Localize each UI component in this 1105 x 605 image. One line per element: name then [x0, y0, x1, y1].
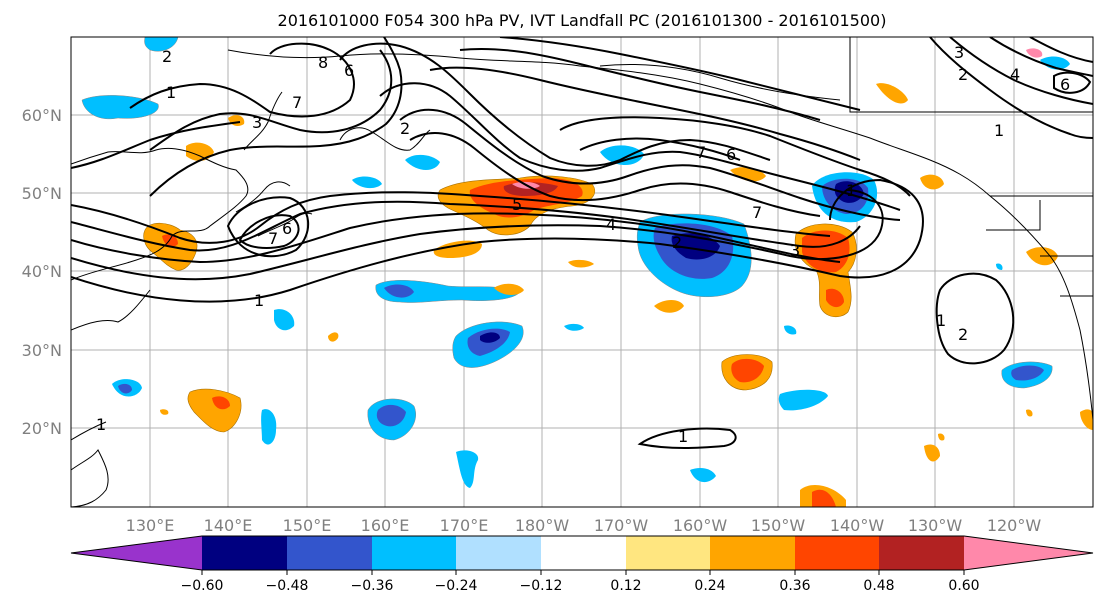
contour-label: 1 — [846, 181, 856, 200]
map-frame — [70, 36, 1094, 508]
lat-label: 60°N — [22, 106, 62, 125]
colorbar-tick-label: 0.60 — [948, 578, 979, 594]
lon-label: 120°W — [987, 516, 1042, 535]
lon-label: 160°E — [361, 516, 410, 535]
lat-label: 30°N — [22, 341, 62, 360]
map-title: 2016101000 F054 300 hPa PV, IVT Landfall… — [278, 11, 887, 30]
contour-label: 6 — [1060, 75, 1070, 94]
colorbar-tick-label: 0.36 — [779, 578, 810, 594]
contour-label: 8 — [318, 53, 328, 72]
colorbar-segment — [626, 536, 710, 570]
colorbar-segment — [541, 536, 626, 570]
contour-label: 1 — [96, 415, 106, 434]
colorbar-segment — [456, 536, 541, 570]
contour-label: 6 — [344, 61, 354, 80]
contour-label: 5 — [512, 195, 522, 214]
contour-label: 1 — [678, 427, 688, 446]
map-panel: 2 8 6 7 1 3 2 1 5 6 7 4 2 7 3 1 1 2 1 7 … — [71, 37, 1093, 507]
lon-label: 130°W — [908, 516, 963, 535]
lat-label: 50°N — [22, 184, 62, 203]
colorbar-tick-label: −0.36 — [351, 578, 394, 594]
colorbar-segment — [372, 536, 456, 570]
pv-contours — [71, 37, 1093, 449]
colorbar-tick-label: 0.12 — [610, 578, 641, 594]
colorbar-segment — [795, 536, 879, 570]
colorbar-tick-label: −0.24 — [435, 578, 478, 594]
colorbar-tick-labels: −0.60 −0.48 −0.36 −0.24 −0.12 0.12 0.24 … — [181, 578, 980, 594]
contour-label: 7 — [752, 203, 762, 222]
colorbar-tick-label: −0.48 — [266, 578, 309, 594]
ivt-anomaly-shading — [81, 37, 1093, 507]
lon-label: 160°W — [673, 516, 728, 535]
contour-label: 3 — [790, 241, 800, 260]
lon-label: 170°W — [594, 516, 649, 535]
lon-label: 140°E — [204, 516, 253, 535]
colorbar-extend-right — [964, 536, 1093, 570]
lon-label: 150°E — [283, 516, 332, 535]
colorbar-segment — [202, 536, 287, 570]
contour-label: 2 — [958, 65, 968, 84]
contour-label: 1 — [254, 291, 264, 310]
contour-label: 2 — [672, 233, 682, 252]
contour-labels: 2 8 6 7 1 3 2 1 5 6 7 4 2 7 3 1 1 2 1 7 … — [96, 43, 1070, 446]
colorbar-tick-label: 0.48 — [863, 578, 894, 594]
contour-label: 7 — [268, 229, 278, 248]
colorbar-extend-left — [71, 536, 202, 570]
contour-label: 1 — [994, 121, 1004, 140]
lon-label: 170°E — [440, 516, 489, 535]
contour-label: 4 — [1010, 65, 1020, 84]
contour-label: 1 — [936, 311, 946, 330]
contour-label: 7 — [292, 93, 302, 112]
longitude-labels: 130°E 140°E 150°E 160°E 170°E 180°W 170°… — [126, 516, 1042, 535]
colorbar: −0.60 −0.48 −0.36 −0.24 −0.12 0.12 0.24 … — [70, 535, 1094, 594]
contour-label: 2 — [400, 119, 410, 138]
contour-label: 4 — [606, 215, 616, 234]
colorbar-segment — [287, 536, 372, 570]
colorbar-tick-label: −0.60 — [181, 578, 224, 594]
contour-label: 7 — [696, 143, 706, 162]
lat-label: 40°N — [22, 262, 62, 281]
lon-label: 140°W — [830, 516, 885, 535]
contour-label: 3 — [252, 113, 262, 132]
lat-label: 20°N — [22, 419, 62, 438]
contour-label: 6 — [282, 219, 292, 238]
contour-label: 2 — [162, 47, 172, 66]
lon-label: 150°W — [751, 516, 806, 535]
latitude-labels: 60°N 50°N 40°N 30°N 20°N — [22, 106, 62, 438]
colorbar-segment — [710, 536, 795, 570]
contour-label: 1 — [166, 83, 176, 102]
colorbar-segment — [879, 536, 964, 570]
contour-label: 3 — [954, 43, 964, 62]
colorbar-tick-label: 0.24 — [694, 578, 725, 594]
lon-label: 130°E — [126, 516, 175, 535]
contour-label: 2 — [958, 325, 968, 344]
contour-label: 6 — [726, 145, 736, 164]
lon-label: 180°W — [515, 516, 570, 535]
colorbar-tick-label: −0.12 — [520, 578, 563, 594]
